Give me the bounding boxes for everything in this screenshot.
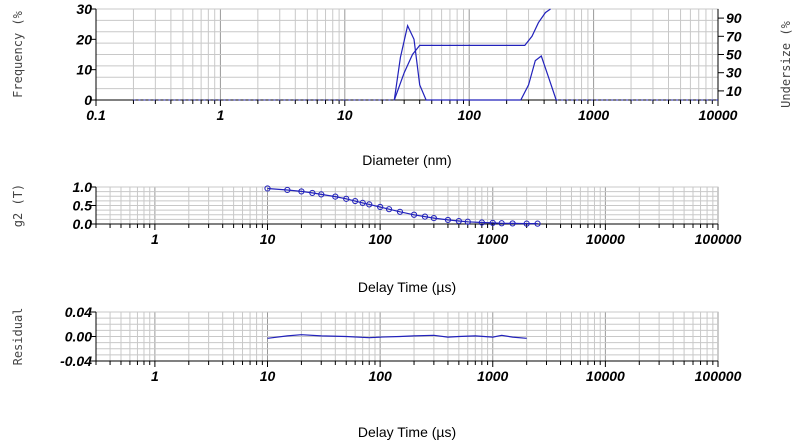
data-point xyxy=(366,201,373,208)
x-tick-label: 1000 xyxy=(477,231,508,247)
x-tick-label: 1 xyxy=(217,107,225,123)
x-tick-label: 100000 xyxy=(695,231,742,247)
y-axis-title: Residual xyxy=(11,308,25,366)
series-line-0-0 xyxy=(393,23,557,101)
y2-axis-title: Undersize (% xyxy=(779,20,793,107)
y-tick-label: 0.04 xyxy=(65,304,92,320)
data-point xyxy=(455,217,462,225)
y-tick-label: 0.0 xyxy=(73,216,93,232)
x-axis-title: Diameter (nm) xyxy=(362,152,451,168)
data-point xyxy=(343,195,350,202)
y-tick-label: 0.5 xyxy=(73,198,93,214)
x-tick-label: 100000 xyxy=(695,368,742,384)
data-point xyxy=(534,220,541,227)
series-line-2-0 xyxy=(267,334,527,339)
y-tick-label: 30 xyxy=(76,1,92,17)
data-point xyxy=(523,220,530,227)
x-tick-label: 10 xyxy=(260,231,276,247)
data-point xyxy=(377,203,384,211)
data-point xyxy=(309,189,316,197)
data-point xyxy=(410,211,418,218)
data-point xyxy=(489,219,496,226)
data-point xyxy=(284,186,291,194)
x-tick-label: 100 xyxy=(368,368,392,384)
series-line-0-1 xyxy=(393,8,551,101)
data-point xyxy=(332,193,339,200)
x-tick-label: 1 xyxy=(151,368,159,384)
x-tick-label: 10000 xyxy=(699,107,738,123)
y2-tick-label: 30 xyxy=(726,65,742,81)
y2-tick-label: 70 xyxy=(726,28,742,44)
x-tick-label: 0.1 xyxy=(86,107,106,123)
x-tick-label: 100 xyxy=(368,231,392,247)
data-point xyxy=(444,216,452,224)
data-point xyxy=(396,208,404,215)
y-tick-label: 0 xyxy=(84,92,92,108)
y-axis-title: Frequency (% xyxy=(11,10,25,97)
x-tick-label: 10000 xyxy=(586,368,625,384)
x-tick-label: 100 xyxy=(458,107,482,123)
x-tick-label: 1000 xyxy=(578,107,609,123)
data-point xyxy=(421,213,429,220)
x-tick-label: 10000 xyxy=(586,231,625,247)
data-point xyxy=(498,220,505,227)
data-point xyxy=(478,219,485,226)
y-tick-label: 20 xyxy=(75,31,92,47)
data-point xyxy=(264,185,271,192)
data-point xyxy=(464,218,471,225)
data-point xyxy=(385,206,393,213)
y-axis-title: g2 (T) xyxy=(11,184,25,227)
data-point xyxy=(298,188,305,195)
data-point xyxy=(359,199,366,207)
y2-tick-label: 90 xyxy=(726,10,742,26)
data-point xyxy=(430,214,437,222)
x-axis-title: Delay Time (µs) xyxy=(358,424,456,440)
x-tick-label: 10 xyxy=(260,368,276,384)
x-axis-title: Delay Time (µs) xyxy=(358,279,456,295)
series-line-1-0 xyxy=(267,187,538,225)
data-point xyxy=(509,220,516,227)
y-tick-label: 10 xyxy=(76,62,92,78)
x-tick-label: 1000 xyxy=(477,368,508,384)
data-point xyxy=(352,197,359,205)
data-point xyxy=(318,191,325,198)
y2-tick-label: 10 xyxy=(726,83,742,99)
y-tick-label: -0.04 xyxy=(60,353,92,369)
y-tick-label: 1.0 xyxy=(73,179,93,195)
x-tick-label: 1 xyxy=(151,231,159,247)
y2-tick-label: 50 xyxy=(726,47,742,63)
y-tick-label: 0.00 xyxy=(65,329,92,345)
x-tick-label: 10 xyxy=(337,107,353,123)
